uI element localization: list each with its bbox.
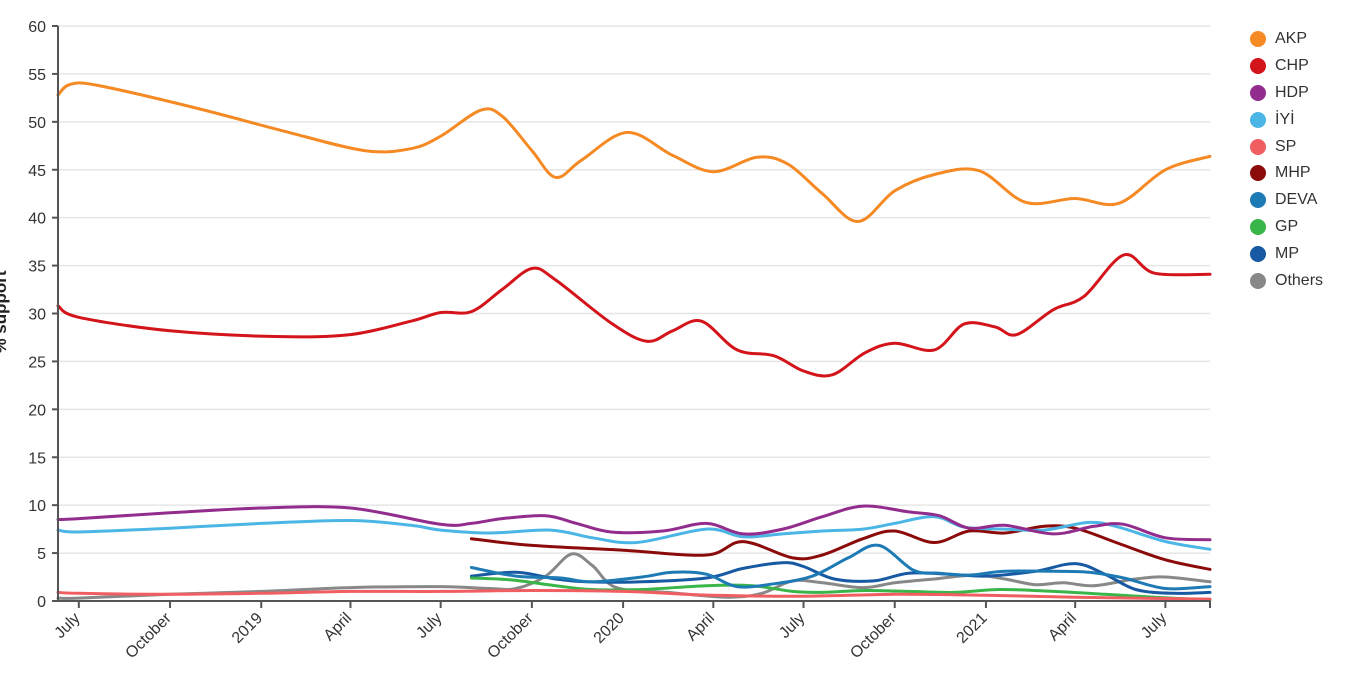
x-tick-label: April	[321, 610, 356, 645]
series-line-gp	[469, 576, 1212, 602]
x-tick-label: July	[52, 610, 84, 642]
legend-item[interactable]: SP	[1250, 133, 1323, 160]
legend-swatch	[1250, 31, 1266, 48]
legend-swatch	[1250, 245, 1266, 262]
series-line-mhp	[469, 524, 1212, 571]
legend-item[interactable]: DEVA	[1250, 187, 1323, 214]
x-tick-label: 2021	[954, 610, 991, 647]
series-line-hdp	[56, 504, 1212, 542]
legend-label: GP	[1275, 217, 1299, 235]
x-axis-ticks: July October 2019 April July October 2020 April…	[52, 601, 1211, 662]
legend-label: Others	[1275, 271, 1324, 289]
series-line-akp	[56, 81, 1212, 224]
legend-label: MHP	[1275, 164, 1311, 182]
x-tick-label: July	[413, 610, 445, 642]
y-tick-label: 0	[37, 594, 46, 611]
x-tick-label: 2019	[229, 610, 266, 647]
y-tick-label: 30	[28, 307, 46, 324]
legend-swatch	[1250, 192, 1266, 209]
legend-label: HDP	[1275, 83, 1309, 101]
x-tick-label: October	[847, 609, 900, 662]
legend-item[interactable]: HDP	[1250, 80, 1323, 107]
legend-label: DEVA	[1275, 191, 1318, 209]
legend-swatch	[1250, 111, 1266, 128]
x-tick-label: July	[776, 610, 808, 642]
x-tick-label: April	[683, 610, 718, 645]
y-tick-label: 40	[28, 211, 46, 228]
x-tick-label: 2020	[591, 610, 628, 647]
legend-label: CHP	[1275, 57, 1309, 75]
legend-item[interactable]: MHP	[1250, 160, 1323, 187]
y-tick-label: 45	[28, 163, 46, 180]
legend-swatch	[1250, 58, 1266, 75]
legend-item[interactable]: GP	[1250, 214, 1323, 241]
series-line-sp	[56, 589, 1212, 601]
legend-item[interactable]: CHP	[1250, 53, 1323, 80]
legend-item[interactable]: AKP	[1250, 26, 1323, 53]
y-axis-title: % support	[0, 270, 10, 353]
series-line-chp	[56, 253, 1212, 378]
legend-swatch	[1250, 165, 1266, 182]
legend-swatch	[1250, 272, 1266, 289]
y-tick-label: 60	[28, 19, 46, 36]
x-tick-label: October	[484, 609, 537, 662]
legend-label: AKP	[1275, 30, 1308, 48]
legend-item[interactable]: Others	[1250, 267, 1323, 294]
y-tick-label: 10	[28, 498, 46, 515]
series-line-deva	[469, 543, 1212, 591]
legend-item[interactable]: MP	[1250, 240, 1323, 267]
x-tick-label: April	[1045, 610, 1080, 645]
grid	[58, 25, 1210, 554]
axes: 0 5 10 15 20 25 30 35 40 45 50 55 60 July October 2019…	[0, 19, 1211, 662]
legend: AKP CHP HDP İYİ SP MHP DEVA GP MP Others	[1250, 26, 1323, 294]
y-tick-label: 15	[28, 450, 46, 467]
y-tick-label: 5	[37, 546, 46, 563]
x-tick-label: July	[1138, 610, 1170, 642]
legend-label: MP	[1275, 244, 1299, 262]
legend-label: SP	[1275, 137, 1297, 155]
legend-swatch	[1250, 84, 1266, 101]
legend-item[interactable]: İYİ	[1250, 106, 1323, 133]
legend-swatch	[1250, 138, 1266, 155]
legend-swatch	[1250, 218, 1266, 235]
y-tick-label: 55	[28, 67, 46, 84]
y-axis-ticks: 0 5 10 15 20 25 30 35 40 45 50 55 60	[28, 19, 58, 611]
legend-label: İYİ	[1275, 110, 1295, 128]
series-line-others	[56, 552, 1212, 600]
y-tick-label: 20	[28, 402, 46, 419]
y-tick-label: 35	[28, 259, 46, 276]
y-tick-label: 50	[28, 115, 46, 132]
series-lines	[56, 81, 1212, 602]
y-tick-label: 25	[28, 354, 46, 371]
x-tick-label: October	[123, 609, 176, 662]
series-line-iyi	[56, 515, 1212, 551]
